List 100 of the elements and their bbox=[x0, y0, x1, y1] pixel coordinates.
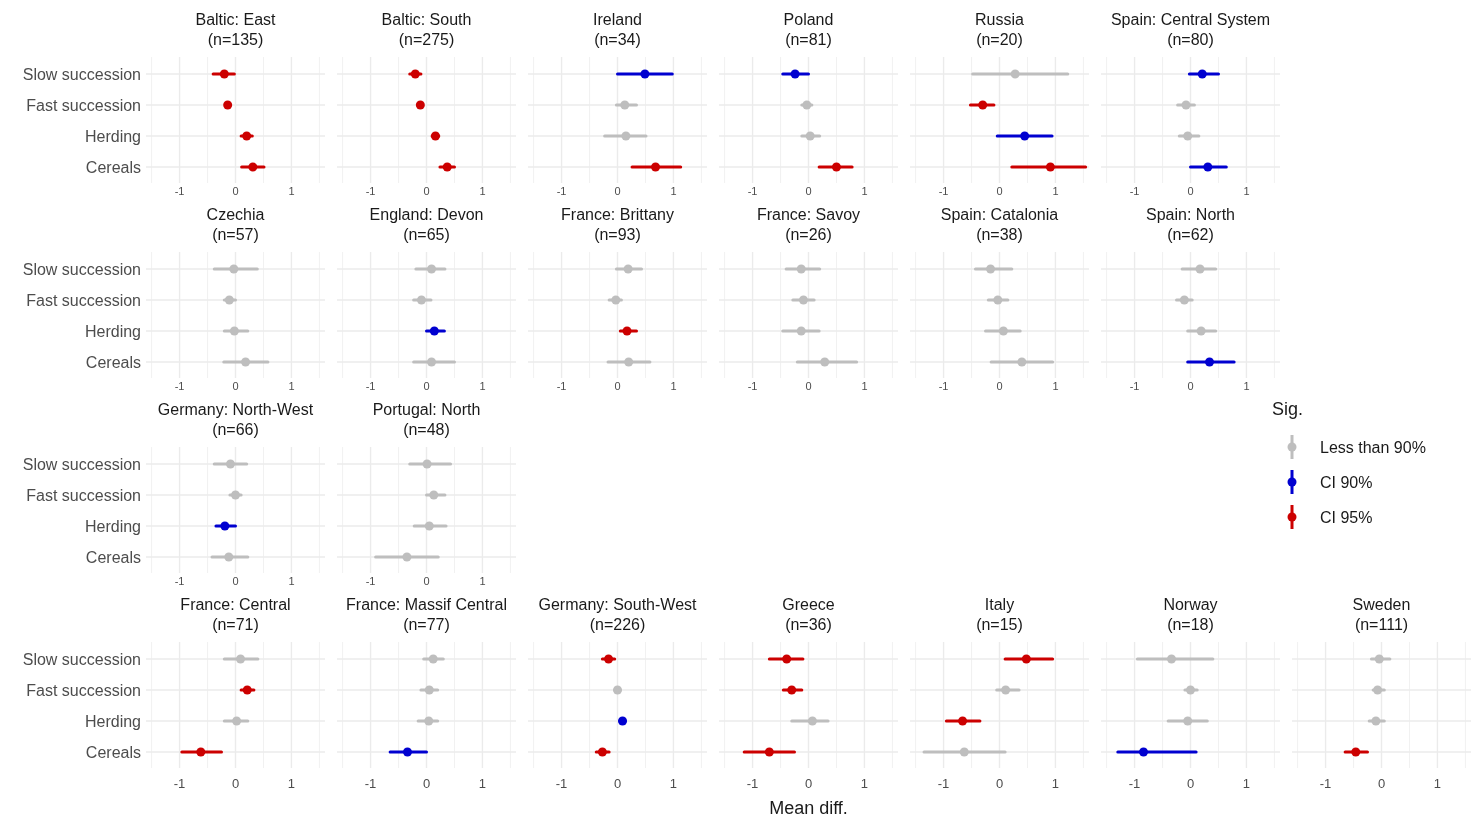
chart-subtitle: (n=65) bbox=[403, 226, 450, 243]
chart-subtitle: (n=62) bbox=[1167, 226, 1214, 243]
x-tick-label: 0 bbox=[995, 776, 1004, 791]
chart-subtitle: (n=77) bbox=[403, 616, 450, 633]
chart-title: Spain: Central System bbox=[1110, 11, 1271, 28]
x-tick-label: -1 bbox=[174, 575, 185, 587]
y-tick-label: Herding bbox=[84, 712, 141, 730]
y-tick-label: Herding bbox=[84, 127, 141, 145]
legend-label: CI 95% bbox=[1320, 509, 1373, 526]
x-axis-title: Mean diff. bbox=[769, 798, 848, 818]
y-tick-label: Fast succession bbox=[26, 486, 141, 504]
y-tick-label: Cereals bbox=[85, 743, 141, 761]
chart-subtitle: (n=15) bbox=[976, 616, 1023, 633]
y-tick-label: Cereals bbox=[85, 158, 141, 176]
x-tick-label: -1 bbox=[1129, 380, 1140, 392]
x-tick-label: 1 bbox=[670, 185, 677, 197]
x-tick-label: 1 bbox=[860, 776, 869, 791]
x-tick-label: 1 bbox=[1052, 185, 1059, 197]
chart-subtitle: (n=275) bbox=[398, 31, 455, 48]
x-tick-label: -1 bbox=[747, 185, 758, 197]
chart-subtitle: (n=111) bbox=[1354, 616, 1409, 633]
chart-title: France: Massif Central bbox=[346, 596, 507, 613]
x-tick-label: -1 bbox=[937, 776, 950, 791]
chart-title: Portugal: North bbox=[372, 401, 481, 418]
x-tick-label: 0 bbox=[805, 185, 812, 197]
x-tick-label: -1 bbox=[365, 380, 376, 392]
x-tick-label: 1 bbox=[1051, 776, 1060, 791]
x-tick-label: 1 bbox=[288, 185, 295, 197]
legend-label: CI 90% bbox=[1320, 474, 1373, 491]
y-tick-label: Fast succession bbox=[26, 681, 141, 699]
x-tick-label: 0 bbox=[232, 575, 239, 587]
x-tick-label: 1 bbox=[479, 575, 486, 587]
chart-title: France: Brittany bbox=[561, 206, 674, 223]
x-tick-label: 0 bbox=[423, 575, 430, 587]
x-tick-label: -1 bbox=[938, 185, 949, 197]
x-tick-label: 0 bbox=[1186, 776, 1195, 791]
x-tick-label: 0 bbox=[804, 776, 813, 791]
y-tick-label: Herding bbox=[84, 517, 141, 535]
x-tick-label: 0 bbox=[423, 380, 430, 392]
x-tick-label: 1 bbox=[1243, 380, 1250, 392]
chart-title: Spain: North bbox=[1146, 206, 1235, 223]
y-tick-label: Herding bbox=[84, 322, 141, 340]
x-tick-label: -1 bbox=[365, 185, 376, 197]
x-tick-label: -1 bbox=[746, 776, 759, 791]
x-tick-label: 0 bbox=[1187, 380, 1194, 392]
x-tick-label: 1 bbox=[1052, 380, 1059, 392]
x-tick-label: 1 bbox=[861, 380, 868, 392]
y-tick-label: Slow succession bbox=[22, 65, 141, 83]
x-tick-label: -1 bbox=[555, 776, 568, 791]
x-tick-label: 1 bbox=[287, 776, 296, 791]
x-tick-label: 0 bbox=[231, 776, 240, 791]
x-tick-label: 0 bbox=[423, 185, 430, 197]
x-tick-label: -1 bbox=[173, 776, 186, 791]
chart-subtitle: (n=135) bbox=[207, 31, 264, 48]
x-tick-label: -1 bbox=[556, 380, 567, 392]
chart-title: Germany: North-West bbox=[157, 401, 314, 418]
chart-subtitle: (n=18) bbox=[1167, 616, 1214, 633]
x-tick-label: 0 bbox=[614, 185, 621, 197]
chart-title: Sweden bbox=[1352, 596, 1411, 613]
x-tick-label: -1 bbox=[174, 380, 185, 392]
x-tick-label: 1 bbox=[288, 380, 295, 392]
x-tick-label: -1 bbox=[1319, 776, 1332, 791]
chart-title: Ireland bbox=[593, 11, 642, 28]
chart-title: Italy bbox=[984, 596, 1015, 613]
x-tick-label: 1 bbox=[1433, 776, 1442, 791]
legend-label: Less than 90% bbox=[1320, 439, 1426, 456]
x-tick-label: 1 bbox=[1243, 185, 1250, 197]
chart-title: Greece bbox=[782, 596, 835, 613]
x-tick-label: 0 bbox=[1377, 776, 1386, 791]
legend-title: Sig. bbox=[1272, 399, 1304, 419]
y-tick-label: Slow succession bbox=[22, 455, 141, 473]
y-tick-label: Slow succession bbox=[22, 650, 141, 668]
y-tick-label: Cereals bbox=[85, 548, 141, 566]
chart-title: Spain: Catalonia bbox=[940, 206, 1059, 223]
x-tick-label: -1 bbox=[556, 185, 567, 197]
x-tick-label: -1 bbox=[938, 380, 949, 392]
x-tick-label: 1 bbox=[478, 776, 487, 791]
chart-subtitle: (n=66) bbox=[212, 421, 259, 438]
x-tick-label: 0 bbox=[1187, 185, 1194, 197]
x-tick-label: 1 bbox=[479, 380, 486, 392]
x-tick-label: 0 bbox=[613, 776, 622, 791]
x-tick-label: -1 bbox=[1129, 185, 1140, 197]
chart-title: Baltic: East bbox=[195, 11, 277, 28]
x-tick-label: 0 bbox=[232, 380, 239, 392]
x-tick-label: -1 bbox=[1128, 776, 1141, 791]
x-tick-label: 1 bbox=[670, 380, 677, 392]
x-tick-label: 0 bbox=[422, 776, 431, 791]
chart-subtitle: (n=36) bbox=[785, 616, 832, 633]
chart-title: France: Central bbox=[180, 596, 291, 613]
x-tick-label: 0 bbox=[996, 380, 1003, 392]
chart-subtitle: (n=57) bbox=[212, 226, 259, 243]
x-tick-label: 1 bbox=[861, 185, 868, 197]
chart-title: Poland bbox=[783, 11, 834, 28]
chart-title: Russia bbox=[975, 11, 1025, 28]
x-tick-label: 0 bbox=[996, 185, 1003, 197]
chart-title: Baltic: South bbox=[381, 11, 472, 28]
y-tick-label: Fast succession bbox=[26, 96, 141, 114]
chart-title: France: Savoy bbox=[756, 206, 861, 223]
x-tick-label: 1 bbox=[479, 185, 486, 197]
chart-subtitle: (n=93) bbox=[594, 226, 641, 243]
